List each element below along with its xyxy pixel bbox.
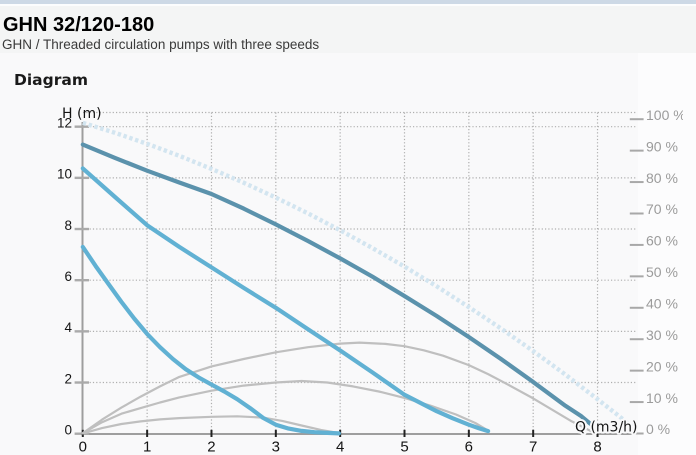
y-axis-title: H (m) bbox=[62, 106, 102, 122]
curve-max-curve-dotted bbox=[82, 120, 635, 430]
percent-axis-tick-label: 80 % bbox=[646, 170, 678, 186]
curve-head-speed-2 bbox=[80, 166, 491, 434]
y-axis-tick-label: 2 bbox=[64, 371, 72, 386]
percent-axis-tick-label: 20 % bbox=[646, 358, 678, 374]
y-axis-tick-label: 12 bbox=[57, 115, 72, 130]
x-axis-tick-label: 4 bbox=[336, 439, 344, 455]
y-axis-tick-label: 0 bbox=[64, 423, 72, 438]
x-axis-tick-label: 1 bbox=[143, 439, 151, 455]
section-heading: Diagram bbox=[14, 71, 88, 89]
percent-axis-tick-label: 100 % bbox=[646, 107, 683, 123]
curve-head-speed-1 bbox=[80, 244, 341, 436]
percent-axis-tick-label: 50 % bbox=[646, 264, 678, 280]
percent-axis-tick-label: 70 % bbox=[646, 201, 678, 217]
percent-axis-tick-label: 40 % bbox=[646, 295, 678, 311]
x-axis-tick-label: 8 bbox=[593, 439, 601, 455]
page-subtitle: GHN / Threaded circulation pumps with th… bbox=[2, 37, 320, 52]
x-axis-tick-label: 0 bbox=[79, 439, 87, 455]
curve-power-speed-3 bbox=[81, 341, 595, 435]
percent-axis-tick-label: 60 % bbox=[646, 233, 678, 249]
x-axis-tick-label: 5 bbox=[400, 439, 408, 455]
x-axis-tick-label: 2 bbox=[207, 439, 215, 455]
y-axis-tick-label: 6 bbox=[64, 269, 72, 284]
x-axis-title: Q (m3/h) bbox=[575, 420, 638, 436]
page-header: GHN 32/120-180 GHN / Threaded circulatio… bbox=[0, 6, 696, 53]
top-accent-bar bbox=[0, 0, 696, 4]
percent-axis-tick-label: 30 % bbox=[646, 327, 678, 343]
curve-power-speed-1 bbox=[81, 415, 338, 435]
percent-axis-tick-label: 0 % bbox=[646, 421, 670, 437]
curve-power-speed-2 bbox=[81, 379, 490, 435]
content-background bbox=[0, 53, 638, 455]
percent-axis-tick-label: 10 % bbox=[646, 390, 678, 406]
top-accent-glow bbox=[0, 3, 696, 6]
y-axis-tick-label: 4 bbox=[64, 320, 72, 335]
x-axis-tick-label: 6 bbox=[465, 439, 473, 455]
x-axis-tick-label: 7 bbox=[529, 439, 537, 455]
page-title: GHN 32/120-180 bbox=[3, 14, 155, 36]
curve-head-speed-3 bbox=[80, 142, 596, 429]
y-axis-tick-label: 10 bbox=[57, 167, 72, 182]
y-axis-tick-label: 8 bbox=[64, 218, 72, 233]
x-axis-tick-label: 3 bbox=[272, 439, 280, 455]
percent-axis-tick-label: 90 % bbox=[646, 138, 678, 154]
